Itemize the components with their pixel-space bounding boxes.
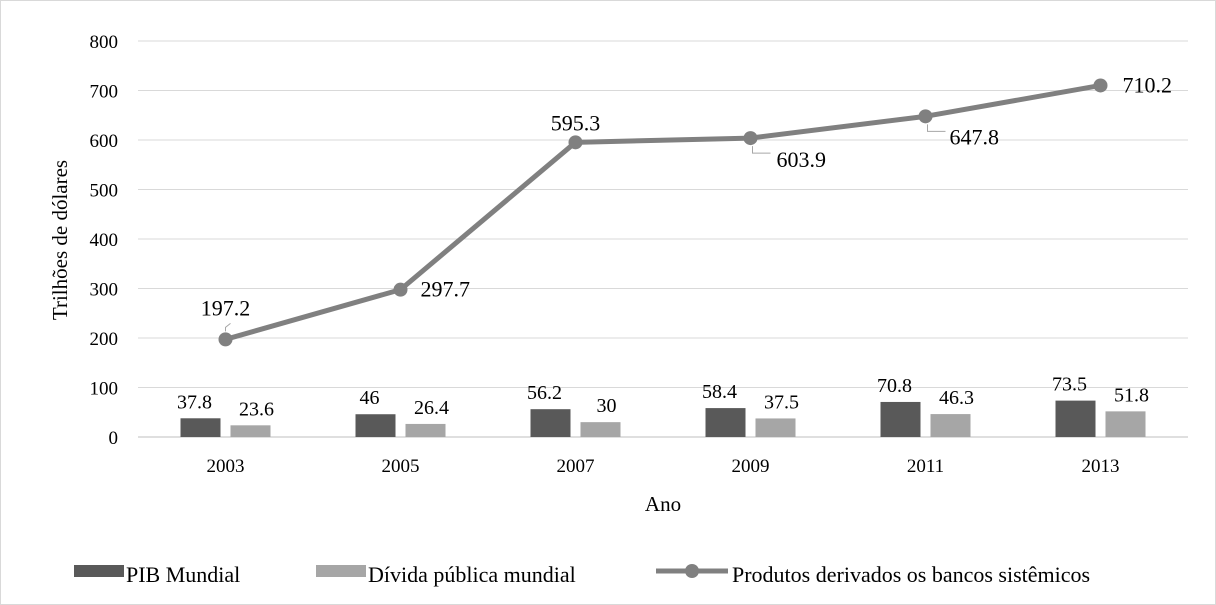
y-tick-label: 300 — [90, 280, 119, 301]
legend-label: PIB Mundial — [126, 562, 240, 587]
line-marker — [393, 282, 408, 297]
y-axis-title: Trilhões de dólares — [48, 160, 72, 320]
bar-data-label: 58.4 — [702, 381, 737, 403]
line-data-label: 647.8 — [950, 124, 1000, 149]
bar-divida-publica — [755, 418, 796, 437]
line-data-label: 595.3 — [551, 110, 601, 135]
bar-pib-mundial — [355, 414, 396, 437]
y-axis-tick-labels: 0 100 200 300 400 500 600 700 800 — [90, 32, 119, 449]
leader-line — [927, 124, 946, 132]
x-axis-tick-labels: 2003 2005 2007 2009 2011 2013 — [207, 456, 1120, 477]
y-tick-label: 700 — [90, 82, 119, 103]
leader-line — [225, 322, 231, 332]
bar-pib-mundial — [180, 418, 221, 437]
bar-divida-publica — [1105, 411, 1146, 437]
line-data-label: 603.9 — [777, 147, 827, 172]
line-derivados — [224, 82, 1101, 342]
bar-pib-mundial — [880, 401, 921, 437]
line-marker — [568, 135, 583, 150]
legend-label: Produtos derivados os bancos sistêmicos — [732, 562, 1090, 587]
legend: PIB Mundial Dívida pública mundial Produto… — [74, 562, 1090, 587]
bar-pib-mundial — [530, 409, 571, 437]
bar-data-label: 73.5 — [1052, 374, 1087, 396]
y-tick-label: 600 — [90, 131, 119, 152]
leader-line — [752, 146, 771, 154]
x-axis-title: Ano — [645, 492, 681, 516]
bar-data-label: 51.8 — [1114, 384, 1149, 406]
line-marker — [1093, 78, 1108, 93]
x-tick-label: 2007 — [557, 456, 595, 477]
line-data-label: 197.2 — [201, 295, 251, 320]
line-marker — [918, 109, 933, 124]
bar-data-label: 46.3 — [939, 387, 974, 409]
bar-divida-publica — [405, 423, 446, 437]
bar-pib-mundial — [705, 408, 746, 437]
legend-swatch — [316, 565, 366, 577]
data-labels: 37.8 46 56.2 58.4 70.8 73.5 23.6 26.4 30 37.5 46.3… — [177, 72, 1172, 420]
bars — [180, 400, 1146, 437]
x-tick-label: 2005 — [382, 456, 420, 477]
bar-data-label: 56.2 — [527, 382, 562, 404]
x-tick-label: 2013 — [1082, 456, 1120, 477]
y-tick-label: 500 — [90, 181, 119, 202]
y-tick-label: 200 — [90, 329, 119, 350]
bar-data-label: 37.8 — [177, 391, 212, 413]
bar-data-label: 30 — [597, 395, 617, 417]
y-tick-label: 400 — [90, 230, 119, 251]
line-data-label: 297.7 — [421, 277, 471, 302]
line-series — [218, 78, 1108, 347]
x-tick-label: 2011 — [907, 456, 944, 477]
legend-swatch — [74, 565, 124, 577]
bar-divida-publica — [930, 414, 971, 437]
y-tick-label: 0 — [109, 428, 119, 449]
line-marker — [743, 131, 758, 146]
y-tick-label: 100 — [90, 379, 119, 400]
bar-data-label: 46 — [360, 387, 380, 409]
line-data-label: 710.2 — [1123, 72, 1173, 97]
bar-pib-mundial — [1055, 400, 1096, 437]
bar-data-label: 23.6 — [239, 398, 274, 420]
legend-label: Dívida pública mundial — [368, 562, 576, 587]
bar-divida-publica — [230, 425, 271, 437]
bar-data-label: 70.8 — [877, 375, 912, 397]
grid-lines — [138, 40, 1188, 438]
x-tick-label: 2003 — [207, 456, 245, 477]
line-marker — [218, 332, 233, 347]
y-tick-label: 800 — [90, 32, 119, 53]
bar-divida-publica — [580, 422, 621, 437]
bar-data-label: 26.4 — [414, 397, 449, 419]
legend-marker — [685, 564, 699, 578]
x-tick-label: 2009 — [732, 456, 770, 477]
bar-data-label: 37.5 — [764, 391, 799, 413]
